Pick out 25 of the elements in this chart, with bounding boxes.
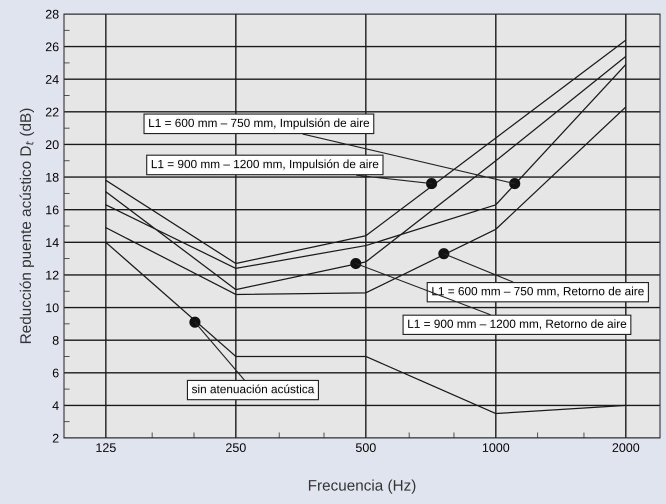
y-tick-label: 2 bbox=[52, 434, 59, 443]
x-tick-label: 1000 bbox=[482, 443, 510, 452]
annotation: L1 = 900 mm – 1200 mm, Retorno de aire bbox=[408, 319, 626, 330]
y-tick-label: 6 bbox=[52, 368, 59, 378]
y-tick-label: 24 bbox=[46, 75, 59, 84]
annotation: L1 = 900 mm – 1200 mm, Impulsión de aire bbox=[152, 159, 378, 171]
y-tick-label: 12 bbox=[46, 270, 59, 280]
y-tick-label: 14 bbox=[46, 238, 59, 247]
y-tick-label: 10 bbox=[46, 303, 59, 312]
y-tick-label: 20 bbox=[46, 140, 59, 150]
y-tick-label: 22 bbox=[46, 108, 59, 116]
x-tick-label: 500 bbox=[356, 443, 376, 452]
y-axis-title: Reducción puente acústico D$_{t}$ (dB) bbox=[20, 108, 34, 344]
y-tick-label: 4 bbox=[52, 401, 59, 410]
annotation: L1 = 600 mm – 750 mm, Impulsión de aire bbox=[149, 118, 370, 130]
y-tick-label: 16 bbox=[46, 205, 59, 214]
y-tick-label: 8 bbox=[52, 336, 59, 345]
annotation: sin atenuación acústica bbox=[192, 384, 314, 394]
y-tick-label: 28 bbox=[46, 10, 59, 19]
x-tick-label: 125 bbox=[96, 443, 116, 452]
y-tick-label: 26 bbox=[46, 42, 59, 52]
x-axis-title: Frecuencia (Hz) bbox=[308, 480, 416, 494]
x-tick-label: 2000 bbox=[612, 443, 640, 452]
x-tick-label: 250 bbox=[226, 443, 246, 452]
y-tick-label: 18 bbox=[46, 172, 59, 182]
